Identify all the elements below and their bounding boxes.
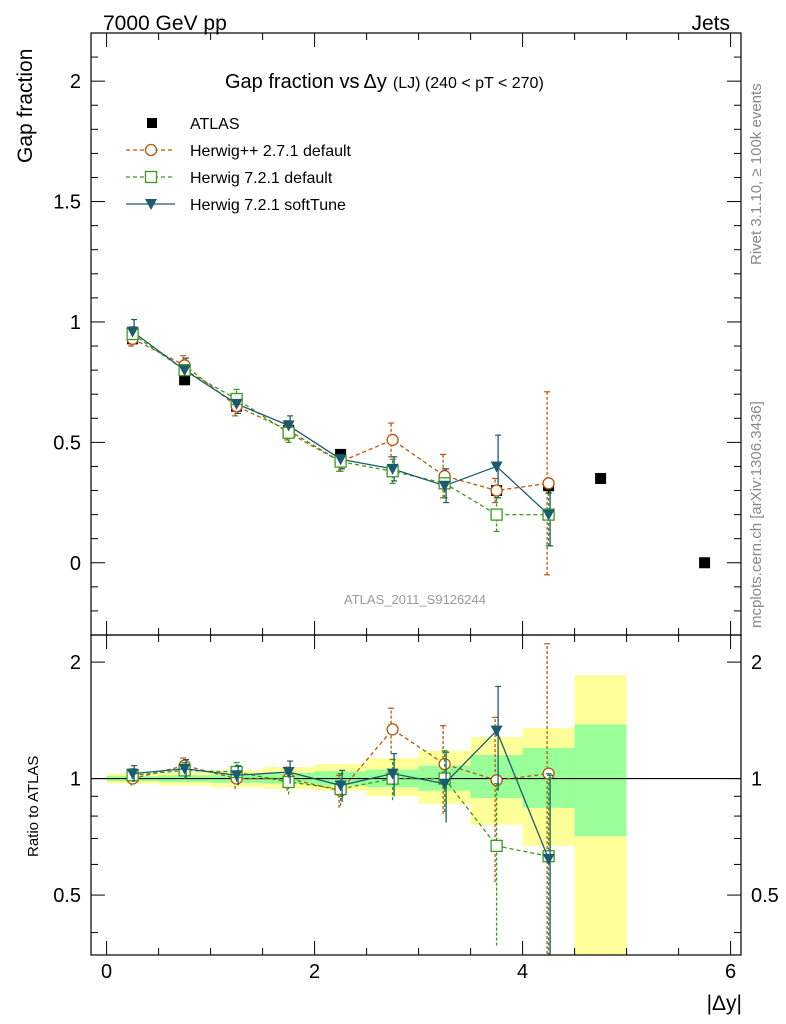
title-delta-y: Δy [364,71,387,93]
header-left: 7000 GeV pp [103,12,227,35]
legend-entry-herwig-default: Herwig 7.2.1 default [126,170,333,187]
main-ytick-label: 0 [70,553,81,575]
ratio-point-herwigpp [386,723,399,736]
x-axis-label: |Δy| [707,992,742,1015]
legend-entry-atlas: ATLAS [147,116,240,133]
ratio-point-herwig-soft [334,780,347,792]
main-line-herwig-soft [132,331,550,516]
ratio-frame [90,634,742,956]
legend-label-herwig-default: Herwig 7.2.1 default [190,170,333,187]
ratio-point-herwigpp [490,774,503,787]
legend-label-herwig-soft: Herwig 7.2.1 softTune [190,197,346,214]
ratio-content [91,643,741,955]
main-ylabel: Gap fraction [14,49,37,163]
analysis-id: ATLAS_2011_S9126244 [344,592,486,607]
main-line-herwigpp [132,338,549,492]
main-frame [90,32,742,636]
legend-entry-herwigpp: Herwig++ 2.7.1 default [126,143,352,160]
ratio-point-herwig-default [490,839,503,853]
main-point-herwig-soft [490,461,503,473]
main-ytick-label: 0.5 [53,432,81,454]
ratio-point-herwig-default [282,775,295,789]
legend-marker-herwig-soft [145,199,157,210]
main-point-herwig-soft [282,420,295,432]
ratio-ytick-label-right: 2 [751,652,762,674]
legend-marker-herwigpp [144,143,158,157]
main-point-herwig-soft [178,365,191,377]
ratio-xtick-label: 6 [725,961,736,983]
side-label-bottom: mcplots.cern.ch [arXiv:1306.3436] [748,401,765,628]
main-point-atlas [699,557,711,569]
legend-label-atlas: ATLAS [190,116,240,133]
main-point-herwigpp [542,477,555,490]
main-point-herwig-soft [334,454,347,466]
main-title: Gap fraction vs Δy (LJ) (240 < pT < 270) [225,71,544,93]
ratio-point-herwig-soft [438,778,451,790]
ratio-ytick-label-right: 0.5 [751,885,779,907]
ratio-band-green [574,724,627,837]
side-label-top: Rivet 3.1.10, ≥ 100k events [748,83,765,265]
main-point-herwig-soft [126,326,139,338]
legend-marker-atlas [147,118,157,128]
main-panel: 0 0.5 1 1.5 2 [53,32,742,636]
main-ytick-label: 1.5 [53,192,81,214]
ratio-point-herwig-soft [230,770,243,782]
ratio-point-herwig-soft [126,768,139,780]
ratio-point-herwig-soft [282,766,295,778]
legend-label-herwigpp: Herwig++ 2.7.1 default [190,143,352,160]
ratio-ytick-label: 0.5 [53,885,81,907]
main-point-herwig-default [490,508,503,521]
ratio-xtick-label: 0 [101,961,112,983]
legend-marker-herwig-default [144,170,158,184]
main-point-atlas [179,374,191,386]
main-point-herwigpp [490,484,503,497]
ratio-point-herwig-soft [178,763,191,775]
ratio-point-herwig-soft [542,853,555,865]
header-right: Jets [691,12,730,35]
ratio-point-herwig-soft [490,725,503,737]
legend: ATLAS Herwig++ 2.7.1 default Herwig 7.2.… [126,116,352,214]
main-point-atlas [595,472,607,484]
main-point-herwig-soft [542,509,555,521]
main-point-herwig-soft [438,480,451,492]
legend-entry-herwig-soft: Herwig 7.2.1 softTune [126,197,346,214]
title-prefix: Gap fraction vs [225,71,360,93]
main-point-herwig-soft [230,398,243,410]
title-suffix: (LJ) (240 < pT < 270) [393,75,544,92]
main-ytick-label: 2 [70,71,81,93]
main-line-herwig-default [132,333,549,516]
ratio-xtick-label: 4 [517,961,528,983]
main-point-herwig-soft [386,463,399,475]
ratio-ytick-label: 1 [70,769,81,791]
main-ytick-label: 1 [70,312,81,334]
ratio-ytick-label: 2 [70,652,81,674]
ratio-line-herwig-default [132,769,549,857]
ratio-ytick-label-right: 1 [751,769,762,791]
ratio-xtick-label: 2 [309,961,320,983]
ratio-point-herwig-soft [386,768,399,780]
ratio-panel: 0 2 4 6 0.5 0.5 1 1 2 2 [53,634,779,983]
ratio-ylabel: Ratio to ATLAS [25,756,42,857]
main-point-herwigpp [386,433,399,447]
